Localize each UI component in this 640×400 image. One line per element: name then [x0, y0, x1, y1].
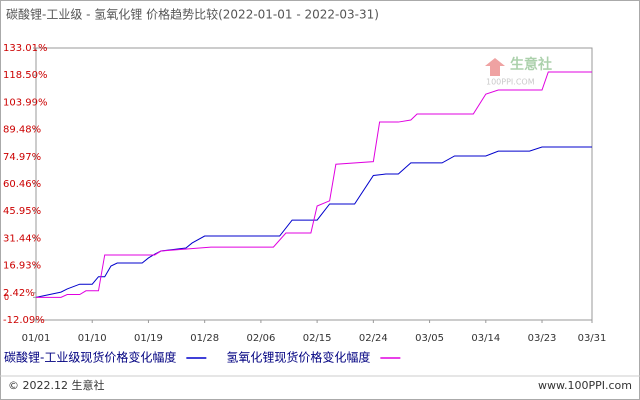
x-tick-label: 03/23	[528, 333, 557, 344]
x-tick-label: 03/05	[415, 333, 444, 344]
x-tick-label: 02/24	[359, 333, 388, 344]
y-tick-label: 60.46%	[3, 179, 41, 190]
legend-label: 氢氧化锂现货价格变化幅度	[226, 350, 370, 365]
footer-left: © 2022.12 生意社	[8, 378, 104, 392]
y-tick-label: 89.48%	[3, 125, 41, 136]
y-tick-label: 45.95%	[3, 206, 41, 217]
series-line	[35, 146, 592, 298]
chart-title: 碳酸锂-工业级 - 氢氧化锂 价格趋势比较(2022-01-01 - 2022-…	[6, 7, 379, 22]
x-tick-label: 03/31	[578, 333, 607, 344]
y-tick-label: -12.09%	[3, 315, 45, 326]
watermark-icon	[485, 58, 505, 76]
watermark-brand: 生意社	[510, 56, 552, 73]
x-tick-label: 02/15	[303, 333, 332, 344]
x-tick-label: 01/01	[22, 333, 51, 344]
y-tick-label: 16.93%	[3, 261, 41, 272]
y-tick-label: 0	[4, 293, 9, 302]
y-tick-label: 118.50%	[3, 70, 48, 81]
y-tick-label: 31.44%	[3, 233, 41, 244]
x-tick-label: 01/19	[134, 333, 163, 344]
y-tick-label: 74.97%	[3, 152, 41, 163]
y-tick-label: 103.99%	[3, 97, 48, 108]
y-tick-label: 2.42%	[3, 288, 35, 299]
x-tick-label: 02/06	[246, 333, 275, 344]
watermark-site: 100PPI.COM	[486, 78, 535, 87]
x-tick-label: 01/10	[78, 333, 107, 344]
footer-right: www.100PPI.com	[538, 379, 632, 392]
y-tick-label: 133.01%	[3, 43, 48, 54]
series-line	[36, 71, 592, 298]
x-tick-label: 03/14	[471, 333, 500, 344]
x-tick-label: 01/28	[190, 333, 219, 344]
watermark: 生意社 100PPI.COM	[485, 56, 552, 87]
legend-label: 碳酸锂-工业级现货价格变化幅度	[4, 350, 176, 365]
